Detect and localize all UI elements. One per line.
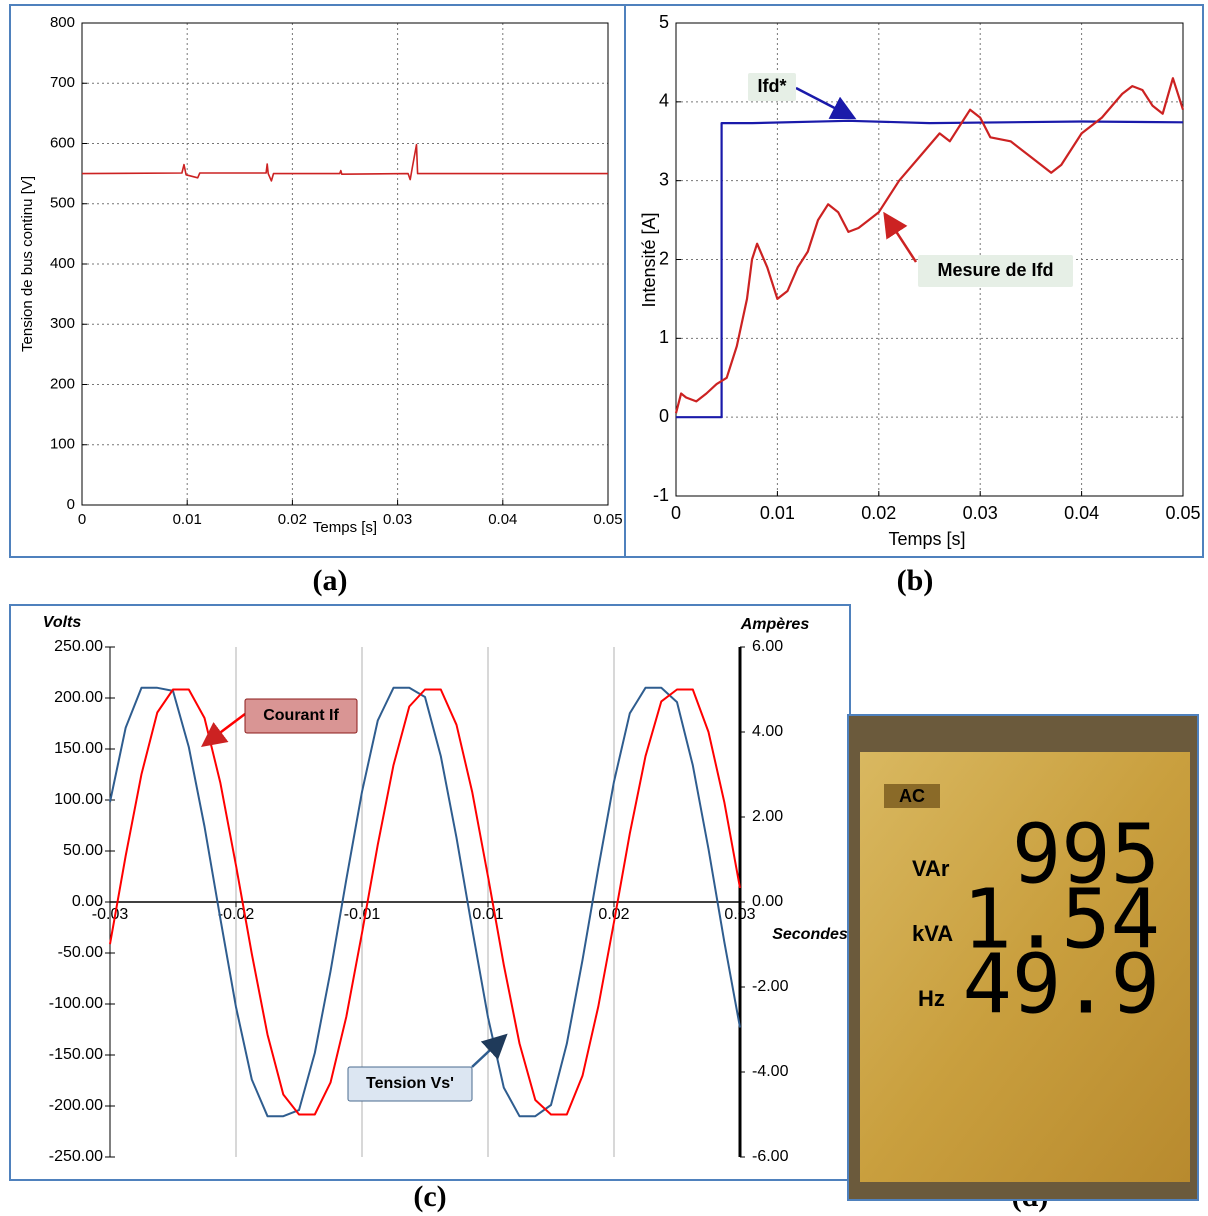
annotation: Courant If (263, 707, 339, 724)
x-tick-label: 0.02 (598, 906, 629, 923)
y2-tick-label: -4.00 (752, 1063, 789, 1080)
annotation: Ifd* (758, 76, 787, 96)
panel-label: (c) (413, 1180, 446, 1213)
y-tick-label: 400 (50, 255, 75, 272)
x-tick-label: 0.01 (472, 906, 503, 923)
y-tick-label: -50.00 (58, 944, 103, 961)
x-tick-label: 0 (78, 511, 86, 528)
meter-unit: VAr (912, 856, 950, 881)
y-tick-label: 0 (659, 406, 669, 426)
y-axis-title: Volts (43, 614, 82, 631)
x-axis-title: Temps [s] (888, 529, 965, 549)
annotation-arrow (795, 86, 857, 120)
y2-tick-label: 4.00 (752, 723, 783, 740)
y-axis-title: Tension de bus continu [V] (19, 176, 36, 352)
meter-mode: AC (899, 786, 925, 806)
x-tick-label: 0.01 (760, 503, 795, 523)
y-tick-label: 100 (50, 436, 75, 453)
meter-unit: Hz (918, 986, 945, 1011)
y-tick-label: 50.00 (63, 842, 103, 859)
y-axis-title: Intensité [A] (639, 212, 659, 307)
series-line (109, 688, 741, 1116)
annotation-box (347, 1066, 473, 1102)
series-line (81, 143, 608, 182)
y2-tick-label: 2.00 (752, 808, 783, 825)
annotation-arrow (883, 211, 918, 263)
x-tick-label: -0.02 (218, 906, 255, 923)
x-tick-label: 0.04 (1064, 503, 1099, 523)
y2-tick-label: 6.00 (752, 638, 783, 655)
meter-photo: AC VAr 995 kVA 1.54 Hz 49.9 (847, 714, 1199, 1201)
y-tick-label: 300 (50, 315, 75, 332)
y-tick-label: 5 (659, 12, 669, 32)
meter-screen (860, 752, 1190, 1182)
series-line (674, 77, 1185, 414)
mode-box (884, 784, 940, 808)
panel-frame (9, 4, 626, 558)
y-tick-label: 0 (67, 496, 75, 513)
x-tick-label: 0.01 (173, 511, 202, 528)
annotation-box (748, 73, 796, 101)
y2-tick-label: -2.00 (752, 978, 789, 995)
x-tick-label: 0.04 (488, 511, 517, 528)
y2-tick-label: -6.00 (752, 1148, 789, 1165)
plot-frame (675, 22, 1184, 497)
panel-frame (624, 4, 1204, 558)
x-axis-title: Secondes (772, 926, 848, 943)
x-tick-label: 0.03 (383, 511, 412, 528)
panel-label: (a) (313, 564, 348, 597)
y2-tick-label: 0.00 (752, 893, 783, 910)
y-tick-label: 100.00 (54, 791, 103, 808)
x-tick-label: 0.05 (1165, 503, 1200, 523)
y-tick-label: 600 (50, 134, 75, 151)
meter-reading: 49.9 (963, 937, 1160, 1032)
y-tick-label: 700 (50, 74, 75, 91)
annotation-box (918, 255, 1073, 287)
y-tick-label: 200 (50, 375, 75, 392)
annotation-arrow (471, 1033, 508, 1068)
y-tick-label: -150.00 (49, 1046, 103, 1063)
meter-reading: 995 (1012, 807, 1160, 902)
plot-frame (81, 22, 609, 506)
y-tick-label: 4 (659, 91, 669, 111)
y-tick-label: 1 (659, 327, 669, 347)
annotation: Tension Vs' (366, 1075, 454, 1092)
y2-axis-title: Ampères (740, 616, 810, 633)
y-tick-label: -100.00 (49, 995, 103, 1012)
y-tick-label: 250.00 (54, 638, 103, 655)
series-line (109, 686, 741, 1118)
y-tick-label: 0.00 (72, 893, 103, 910)
panel-label: (b) (897, 564, 934, 597)
y-tick-label: -1 (653, 485, 669, 505)
x-tick-label: -0.01 (344, 906, 381, 923)
y-tick-label: -200.00 (49, 1097, 103, 1114)
meter-reading: 1.54 (963, 872, 1160, 967)
y-tick-label: 150.00 (54, 740, 103, 757)
series-line (676, 119, 1184, 419)
x-tick-label: 0.03 (963, 503, 998, 523)
annotation: Mesure de Ifd (937, 260, 1053, 280)
y-tick-label: -250.00 (49, 1148, 103, 1165)
x-tick-label: 0 (671, 503, 681, 523)
meter-unit: kVA (912, 921, 953, 946)
x-axis-title: Temps [s] (313, 519, 377, 536)
y-tick-label: 3 (659, 169, 669, 189)
y-tick-label: 500 (50, 195, 75, 212)
y-tick-label: 200.00 (54, 689, 103, 706)
annotation-box (244, 698, 358, 734)
annotation-arrow (201, 713, 246, 747)
x-tick-label: 0.05 (593, 511, 622, 528)
y-tick-label: 800 (50, 14, 75, 31)
y-tick-label: 2 (659, 248, 669, 268)
x-tick-label: 0.02 (278, 511, 307, 528)
x-tick-label: 0.02 (861, 503, 896, 523)
